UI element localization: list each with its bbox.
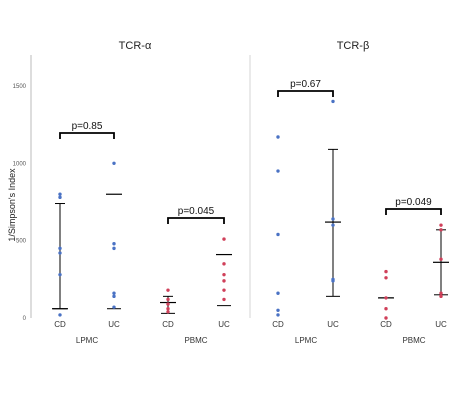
p-value-label: p=0.049	[395, 197, 432, 208]
data-point	[439, 223, 443, 227]
group: PBMC p=0.045 CD UC	[160, 206, 232, 345]
x-tick-label: UC	[327, 320, 339, 329]
data-point	[276, 291, 280, 295]
data-point	[112, 246, 116, 251]
data-point	[384, 307, 388, 311]
significance-bracket	[277, 90, 334, 97]
series: CD	[272, 135, 284, 329]
data-point	[112, 291, 116, 295]
panel-title: TCR-α	[119, 40, 152, 52]
x-tick-label: CD	[54, 320, 66, 329]
data-point	[276, 169, 280, 173]
p-value-label: p=0.67	[290, 79, 321, 90]
panel-title: TCR-β	[337, 40, 370, 52]
data-point	[439, 294, 443, 299]
data-point	[276, 313, 280, 317]
group-label: LPMC	[295, 336, 317, 345]
group-label: PBMC	[402, 336, 425, 345]
data-point	[222, 272, 226, 277]
y-tick-label: 0	[23, 316, 27, 322]
group-label: PBMC	[184, 336, 207, 345]
data-point	[166, 307, 170, 311]
data-point	[112, 242, 116, 246]
data-point	[166, 288, 170, 292]
data-point	[384, 276, 388, 280]
panel: TCR-β LPMC p=0.67 CD UC PBMC p=0.049 CD UC	[272, 40, 449, 345]
x-tick-label: CD	[272, 320, 284, 329]
p-value-label: p=0.045	[178, 206, 215, 217]
data-point	[58, 246, 62, 251]
group: LPMC p=0.85 CD UC	[52, 121, 122, 345]
data-point	[222, 262, 226, 266]
data-point	[222, 288, 226, 292]
data-point	[276, 232, 280, 237]
data-point	[222, 279, 226, 283]
data-point	[331, 223, 335, 227]
x-tick-label: UC	[218, 320, 230, 329]
data-point	[58, 313, 62, 317]
data-point	[439, 257, 443, 261]
data-point	[166, 302, 170, 306]
data-point	[58, 272, 62, 277]
x-tick-label: UC	[435, 320, 447, 329]
data-point	[331, 217, 335, 221]
data-point	[276, 135, 280, 139]
data-point	[384, 269, 388, 274]
data-point	[384, 296, 388, 300]
x-tick-label: CD	[380, 320, 392, 329]
series: CD	[160, 288, 176, 329]
data-point	[276, 308, 280, 312]
series: CD	[378, 269, 394, 329]
series: UC	[433, 223, 449, 329]
data-point	[222, 297, 226, 302]
data-point	[58, 251, 62, 255]
significance-bracket	[167, 217, 225, 224]
series: UC	[325, 99, 341, 329]
y-tick-label: 1000	[13, 161, 27, 167]
p-value-label: p=0.85	[72, 121, 103, 132]
y-axis: 0 500 1000 1500	[13, 55, 251, 322]
group: LPMC p=0.67 CD UC	[272, 79, 341, 345]
data-point	[222, 237, 226, 241]
panel: TCR-α LPMC p=0.85 CD UC PBMC p=0.045 CD UC	[52, 40, 232, 345]
data-point	[384, 316, 388, 320]
data-point	[331, 279, 335, 283]
data-point	[112, 161, 116, 165]
chart-panels: TCR-α LPMC p=0.85 CD UC PBMC p=0.045 CD UC TCR-β L…	[52, 40, 449, 345]
significance-bracket	[385, 208, 442, 215]
series: UC	[106, 161, 122, 329]
y-tick-label: 500	[16, 239, 27, 245]
data-point	[439, 291, 443, 295]
data-point	[331, 99, 335, 104]
data-point	[58, 192, 62, 196]
significance-bracket	[59, 132, 115, 139]
data-point	[439, 228, 443, 232]
group: PBMC p=0.049 CD UC	[378, 197, 449, 345]
data-point	[58, 195, 62, 200]
data-point	[112, 305, 116, 309]
x-tick-label: CD	[162, 320, 174, 329]
y-axis-label: 1/Simpson's Index	[7, 168, 17, 242]
y-tick-label: 1500	[13, 84, 27, 90]
group-label: LPMC	[76, 336, 98, 345]
series: UC	[216, 237, 232, 329]
data-point	[112, 294, 116, 299]
data-point	[166, 310, 170, 314]
x-tick-label: UC	[108, 320, 120, 329]
series: CD	[52, 192, 68, 329]
data-point	[166, 297, 170, 302]
